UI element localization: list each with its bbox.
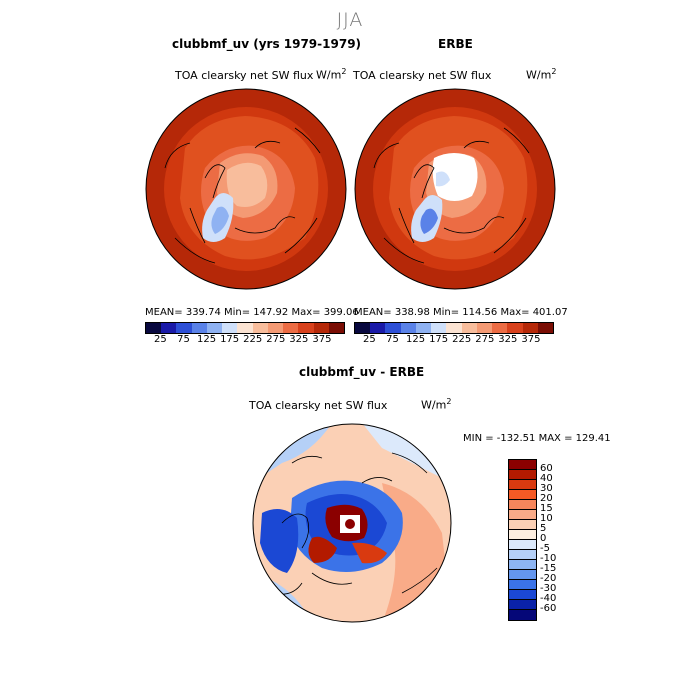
colorbar-swatch: [509, 540, 536, 550]
colorbar-swatch: [385, 323, 401, 333]
colorbar-swatch: [537, 323, 554, 333]
colorbar-tick: 375: [312, 334, 332, 345]
colorbar-swatch: [509, 550, 536, 560]
colorbar-swatch: [509, 610, 536, 620]
colorbar-swatch: [509, 500, 536, 510]
obs-colorbar: 25 75 125 175 225 275 325 375: [354, 322, 554, 348]
colorbar-swatch: [313, 323, 329, 333]
colorbar-tick: 125: [196, 334, 217, 345]
colorbar-swatch: [222, 323, 238, 333]
season-title: JJA: [336, 9, 364, 31]
colorbar-swatch: [509, 490, 536, 500]
colorbar-tick: -40: [540, 593, 557, 604]
colorbar-tick: 175: [220, 334, 240, 345]
obs-variable-label: TOA clearsky net SW flux: [353, 69, 492, 82]
colorbar-swatch: [522, 323, 538, 333]
colorbar-tick: -30: [540, 583, 557, 594]
colorbar-swatch: [237, 323, 253, 333]
colorbar-swatch: [355, 323, 371, 333]
colorbar-swatch: [431, 323, 447, 333]
colorbar-swatch: [509, 560, 536, 570]
diff-units-label: W/m2: [421, 397, 452, 412]
colorbar-tick: 175: [429, 334, 449, 345]
colorbar-swatch: [206, 323, 223, 333]
colorbar-swatch: [476, 323, 493, 333]
model-stats: MEAN= 339.74 Min= 147.92 Max= 399.06: [145, 307, 359, 318]
colorbar-swatch: [509, 480, 536, 490]
colorbar-tick: 15: [540, 503, 553, 514]
colorbar-tick: 40: [540, 473, 553, 484]
model-panel-title: clubbmf_uv (yrs 1979-1979): [172, 37, 362, 51]
colorbar-swatch: [191, 323, 207, 333]
colorbar-swatch: [400, 323, 416, 333]
obs-units-label: W/m2: [526, 67, 557, 82]
colorbar-swatch: [509, 470, 536, 480]
colorbar-tick: -10: [540, 553, 557, 564]
colorbar-tick: 60: [540, 463, 553, 474]
colorbar-tick: -60: [540, 603, 557, 614]
diff-variable-label: TOA clearsky net SW flux: [249, 399, 388, 412]
colorbar-swatch: [509, 510, 536, 520]
colorbar-tick: 275: [266, 334, 286, 345]
colorbar-tick: 0: [540, 533, 547, 544]
diff-colorbar: [508, 459, 537, 621]
obs-polar-map: [354, 88, 556, 290]
colorbar-tick: 225: [452, 334, 472, 345]
colorbar-swatch: [509, 570, 536, 580]
colorbar-swatch: [509, 590, 536, 600]
colorbar-tick: 225: [243, 334, 263, 345]
colorbar-swatch: [252, 323, 268, 333]
colorbar-swatch: [283, 323, 299, 333]
colorbar-tick: 275: [475, 334, 495, 345]
colorbar-swatch: [328, 323, 345, 333]
colorbar-tick: 325: [498, 334, 518, 345]
colorbar-swatch: [509, 460, 536, 470]
colorbar-swatch: [370, 323, 386, 333]
colorbar-swatch: [509, 520, 536, 530]
colorbar-swatch: [146, 323, 162, 333]
model-polar-map: [145, 88, 347, 290]
colorbar-swatch: [267, 323, 284, 333]
obs-panel-title: ERBE: [438, 37, 473, 51]
colorbar-tick: 75: [177, 334, 190, 345]
colorbar-swatch: [298, 323, 314, 333]
colorbar-swatch: [507, 323, 523, 333]
colorbar-tick: 5: [540, 523, 547, 534]
colorbar-tick: 375: [521, 334, 541, 345]
colorbar-swatch: [492, 323, 508, 333]
colorbar-tick: 20: [540, 493, 553, 504]
colorbar-tick: 75: [386, 334, 399, 345]
diff-polar-map: [252, 423, 452, 623]
colorbar-swatch: [176, 323, 192, 333]
colorbar-swatch: [509, 580, 536, 590]
colorbar-tick: -5: [540, 543, 550, 554]
obs-stats: MEAN= 338.98 Min= 114.56 Max= 401.07: [354, 307, 568, 318]
colorbar-tick: 10: [540, 513, 553, 524]
colorbar-tick: 25: [154, 334, 167, 345]
colorbar-tick: -20: [540, 573, 557, 584]
colorbar-swatch: [161, 323, 177, 333]
colorbar-tick: -15: [540, 563, 557, 574]
diff-colorbar-labels: 60 40 30 20 15 10 5 0 -5 -10 -15 -20 -30 -40 -60: [540, 459, 580, 624]
model-variable-label: TOA clearsky net SW flux: [175, 69, 314, 82]
colorbar-swatch: [446, 323, 462, 333]
model-colorbar: 25 75 125 175 225 275 325 375: [145, 322, 345, 348]
colorbar-tick: 30: [540, 483, 553, 494]
colorbar-swatch: [509, 530, 536, 540]
diff-minmax: MIN = -132.51 MAX = 129.41: [463, 433, 611, 444]
colorbar-tick: 125: [405, 334, 426, 345]
diff-panel-title: clubbmf_uv - ERBE: [299, 365, 425, 379]
colorbar-tick: 25: [363, 334, 376, 345]
colorbar-swatch: [415, 323, 432, 333]
colorbar-tick: 325: [289, 334, 309, 345]
colorbar-swatch: [461, 323, 477, 333]
colorbar-swatch: [509, 600, 536, 610]
model-units-label: W/m2: [316, 67, 347, 82]
